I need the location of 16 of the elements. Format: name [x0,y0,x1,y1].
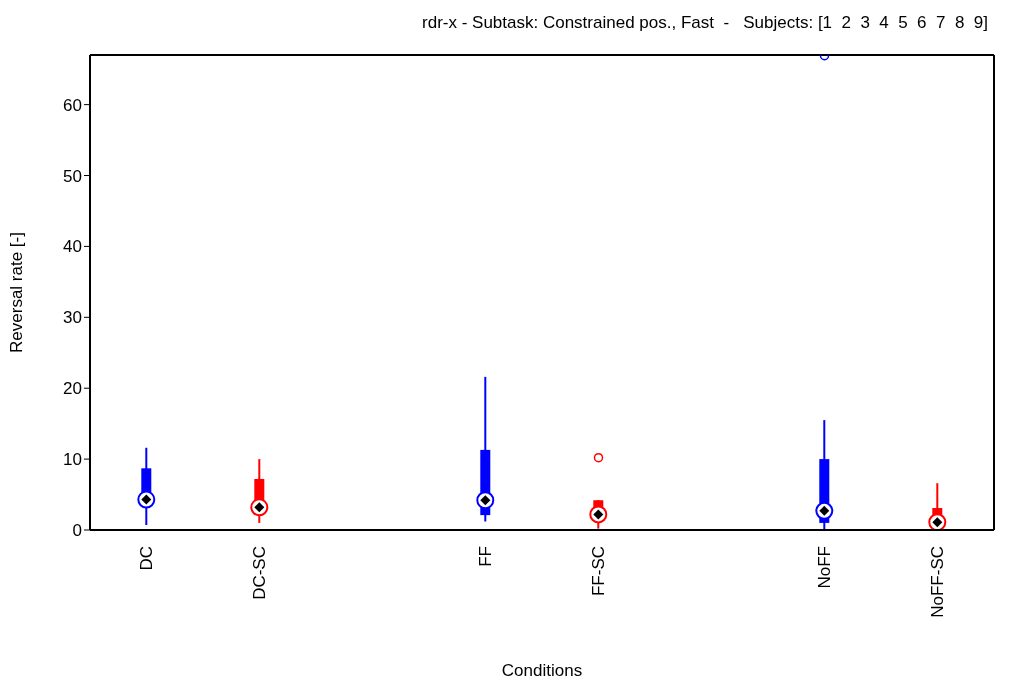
y-tick-label: 20 [63,379,82,399]
x-tick-label: DC [137,546,156,571]
x-tick-label: NoFF-SC [928,546,947,618]
chart-title: rdr-x - Subtask: Constrained pos., Fast - Subjects: [1 2 3 4 5 6 7 8 9] [421,12,989,34]
y-tick-label: 40 [63,237,82,257]
y-tick-label: 30 [63,308,82,328]
x-tick-label: FF-SC [589,546,608,597]
x-tick-label: FF [476,546,495,567]
x-tick-label: DC-SC [250,546,269,600]
y-axis-title: Reversal rate [-] [7,232,27,353]
y-tick-label: 50 [63,166,82,186]
y-tick-label: 60 [63,95,82,115]
x-axis-title: Conditions [501,661,583,680]
x-tick-label: NoFF [815,546,834,589]
y-tick-label: 10 [63,450,82,470]
y-tick-label: 0 [72,521,82,541]
